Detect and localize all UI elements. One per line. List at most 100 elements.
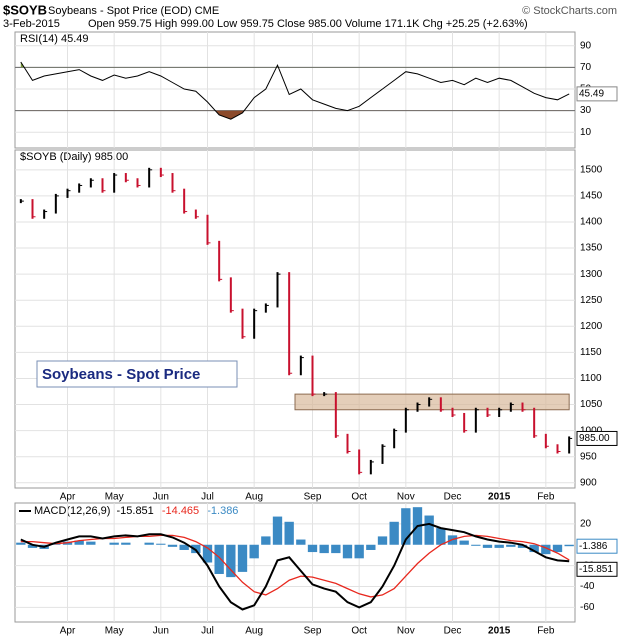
price-bar [183, 188, 186, 214]
rsi-legend: RSI(14) 45.49 [20, 33, 88, 45]
price-bar [393, 428, 396, 449]
x-tick-label: Apr [60, 626, 76, 637]
macd-name: MACD(12,26,9) [34, 505, 110, 517]
signal-line [20, 534, 570, 598]
rsi-panel [14, 31, 576, 149]
price-bar [54, 193, 57, 214]
histogram-bar [272, 516, 283, 545]
price-panel [14, 149, 576, 489]
x-tick-label: Nov [397, 492, 415, 503]
last-value-bg [576, 430, 618, 446]
histogram-bar [377, 536, 388, 545]
price-bar [113, 173, 116, 193]
histogram-bar [74, 540, 84, 545]
price-bar [288, 272, 291, 376]
signal-last: -14.465 [162, 505, 199, 517]
x-tick-label: Jun [153, 626, 169, 637]
price-bar [521, 402, 524, 412]
histogram-bar [27, 544, 38, 548]
price-bar [509, 402, 512, 412]
histogram-bar [354, 544, 364, 559]
price-bar [89, 178, 92, 188]
y-tick-label: 1250 [580, 295, 603, 306]
price-bar [358, 449, 361, 475]
macd-last: -15.851 [116, 505, 153, 517]
y-tick-label: 1400 [580, 217, 603, 228]
price-bar [498, 407, 501, 417]
price-bar [159, 167, 162, 178]
histogram-bar [552, 544, 563, 553]
price-bar [78, 183, 81, 193]
x-tick-label: 2015 [488, 626, 511, 637]
price-bar [334, 392, 337, 438]
x-tick-label: Aug [245, 492, 263, 503]
y-tick-label: 1350 [580, 243, 603, 254]
histogram-bar [459, 540, 469, 545]
rsi-line [20, 61, 570, 120]
y-tick-label: 1200 [580, 321, 603, 332]
price-legend: $SOYB (Daily) 985.00 [20, 151, 128, 163]
x-tick-label: Feb [537, 626, 555, 637]
histogram-bar [564, 544, 574, 547]
macd-legend: MACD(12,26,9) -15.851 -14.465 -1.386 [34, 505, 238, 517]
histogram-bar [494, 544, 504, 548]
annotation-box [36, 360, 238, 388]
x-tick-label: Nov [397, 626, 415, 637]
x-tick-label: Aug [245, 626, 263, 637]
price-bar [206, 214, 209, 245]
histogram-bar [506, 544, 516, 547]
macd-panel [14, 502, 576, 623]
resistance-zone [294, 393, 570, 411]
price-bar [66, 188, 69, 198]
x-tick-label: May [105, 492, 124, 503]
y-tick-label: 20 [580, 519, 592, 530]
price-bar [194, 209, 197, 219]
price-bar [171, 173, 174, 193]
price-bar [311, 355, 314, 397]
last-value-box: 45.49 [576, 86, 618, 102]
price-bar [568, 436, 571, 454]
y-tick-label: 30 [580, 105, 592, 116]
y-tick-label: 1100 [580, 373, 602, 384]
histogram-bar [261, 536, 271, 545]
price-bar [124, 173, 127, 183]
histogram-bar [471, 544, 481, 546]
price-bar [241, 308, 244, 339]
price-bar [428, 397, 431, 407]
y-tick-label: 1000 [580, 425, 603, 436]
histogram-bar [179, 544, 189, 550]
price-bar [556, 444, 559, 454]
histogram-bar [482, 544, 493, 548]
price-bar [544, 433, 547, 449]
y-tick-label: 1050 [580, 399, 603, 410]
histogram-bar [436, 528, 446, 545]
price-bar [101, 178, 104, 193]
histogram-bar [424, 515, 434, 545]
x-tick-label: Jun [153, 492, 169, 503]
histogram-bar [366, 544, 376, 550]
y-tick-label: 1300 [580, 269, 603, 280]
price-bar [276, 272, 279, 308]
histogram-bar [541, 544, 551, 555]
price-bar [43, 209, 46, 219]
price-bar [264, 303, 267, 313]
histogram-bar [319, 544, 329, 554]
security-name: Soybeans - Spot Price (EOD) CME [48, 5, 219, 17]
histogram-bar [121, 542, 131, 545]
price-bar [474, 407, 477, 433]
x-tick-label: Feb [537, 492, 555, 503]
last-value-box: 985.00 [576, 430, 618, 446]
symbol: $SOYB [3, 2, 47, 17]
histogram-bar [529, 544, 539, 553]
histogram-bar [307, 544, 318, 553]
x-tick-label: Oct [351, 626, 367, 637]
histogram-bar [342, 544, 353, 559]
price-bar [253, 308, 256, 339]
last-value-box: -15.851 [576, 561, 618, 577]
price-bar [381, 444, 384, 464]
y-tick-label: 1150 [580, 347, 602, 358]
x-tick-label: Oct [351, 492, 367, 503]
annotation: Soybeans - Spot Price [42, 366, 200, 383]
histogram-bar [237, 544, 248, 572]
